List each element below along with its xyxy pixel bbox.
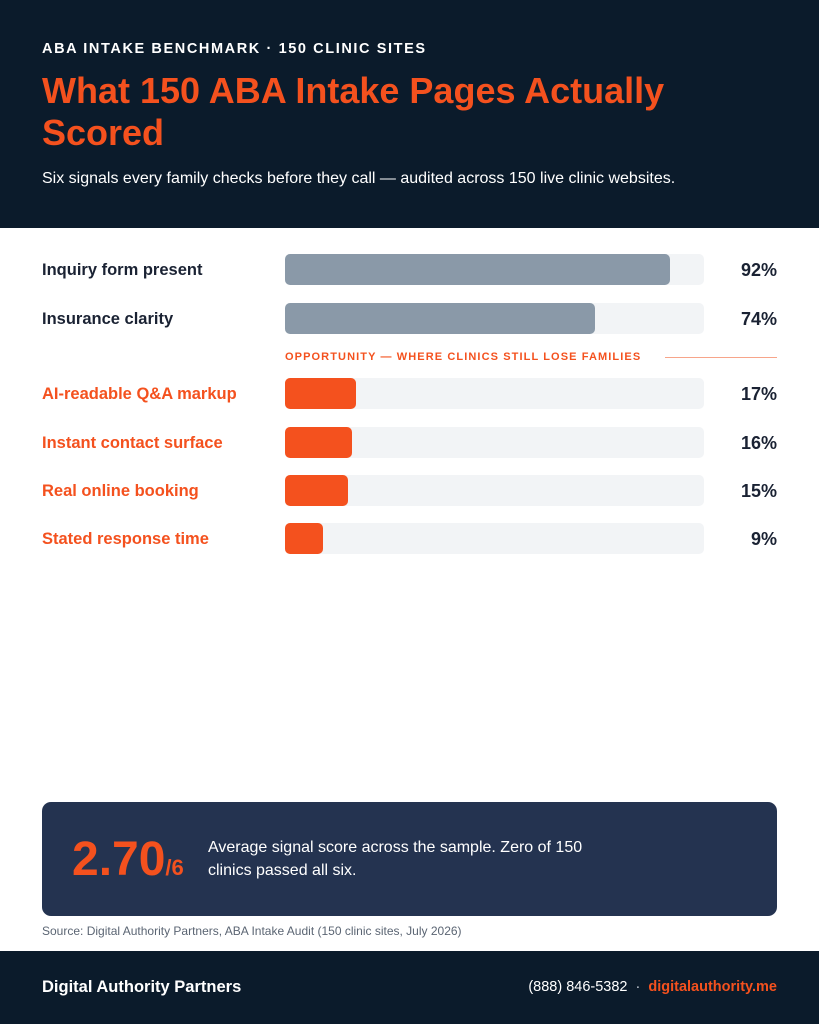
score-description: Average signal score across the sample. …	[208, 839, 583, 879]
opportunity-divider-label: OPPORTUNITY — WHERE CLINICS STILL LOSE F…	[285, 351, 642, 363]
page-title: What 150 ABA Intake Pages Actually Score…	[42, 70, 665, 153]
bar	[285, 523, 323, 554]
bar-value-label: 16%	[740, 433, 777, 453]
bar-value-label: 17%	[740, 384, 777, 404]
bar-row: Stated response time 9%	[0, 523, 819, 555]
bar-track	[285, 378, 704, 409]
bar	[285, 303, 596, 334]
opportunity-divider-line	[665, 357, 777, 358]
header-banner: ABA INTAKE BENCHMARK · 150 CLINIC SITES …	[0, 0, 819, 228]
bar-row: Inquiry form present 92%	[0, 254, 819, 286]
bar-track	[285, 303, 704, 334]
bar-label: Inquiry form present	[42, 261, 203, 279]
page-subtitle: Six signals every family checks before t…	[42, 170, 676, 187]
source-note: Source: Digital Authority Partners, ABA …	[42, 924, 462, 938]
bar-track	[285, 523, 704, 554]
bar-label: Insurance clarity	[42, 310, 174, 328]
footer: Digital Authority Partners (888) 846-538…	[0, 951, 819, 1024]
bar	[285, 254, 671, 285]
phone-number[interactable]: (888) 846-5382	[528, 979, 628, 995]
eyebrow-label: ABA INTAKE BENCHMARK · 150 CLINIC SITES	[42, 41, 427, 57]
bar-value-label: 92%	[740, 260, 777, 280]
bar-track	[285, 475, 704, 506]
bar-label: Real online booking	[42, 482, 199, 500]
bar	[285, 378, 357, 409]
bar-track	[285, 427, 704, 458]
bar-row: Real online booking 15%	[0, 475, 819, 507]
bar-label: Stated response time	[42, 530, 209, 548]
bar-label: Instant contact surface	[42, 434, 223, 452]
bar-row: AI-readable Q&A markup 17%	[0, 378, 819, 410]
score-value: 2.70	[72, 833, 166, 886]
bar-value-label: 9%	[750, 529, 777, 549]
bar-value-label: 74%	[740, 309, 777, 329]
website-link[interactable]: digitalauthority.me	[648, 979, 777, 995]
score-denominator: /6	[165, 855, 184, 880]
footer-separator: ·	[635, 979, 641, 995]
bar	[285, 427, 353, 458]
bar-label: AI-readable Q&A markup	[42, 385, 237, 403]
bar-track	[285, 254, 704, 285]
bar-row: Instant contact surface 16%	[0, 427, 819, 459]
score-card: 2.70/6 Average signal score across the s…	[42, 802, 777, 916]
bar-value-label: 15%	[740, 481, 777, 501]
footer-contact: (888) 846-5382 · digitalauthority.me	[528, 951, 777, 1024]
bar	[285, 475, 348, 506]
footer-brand: Digital Authority Partners	[42, 978, 242, 996]
bar-row: Insurance clarity 74%	[0, 303, 819, 335]
average-score: 2.70/6	[72, 832, 184, 896]
